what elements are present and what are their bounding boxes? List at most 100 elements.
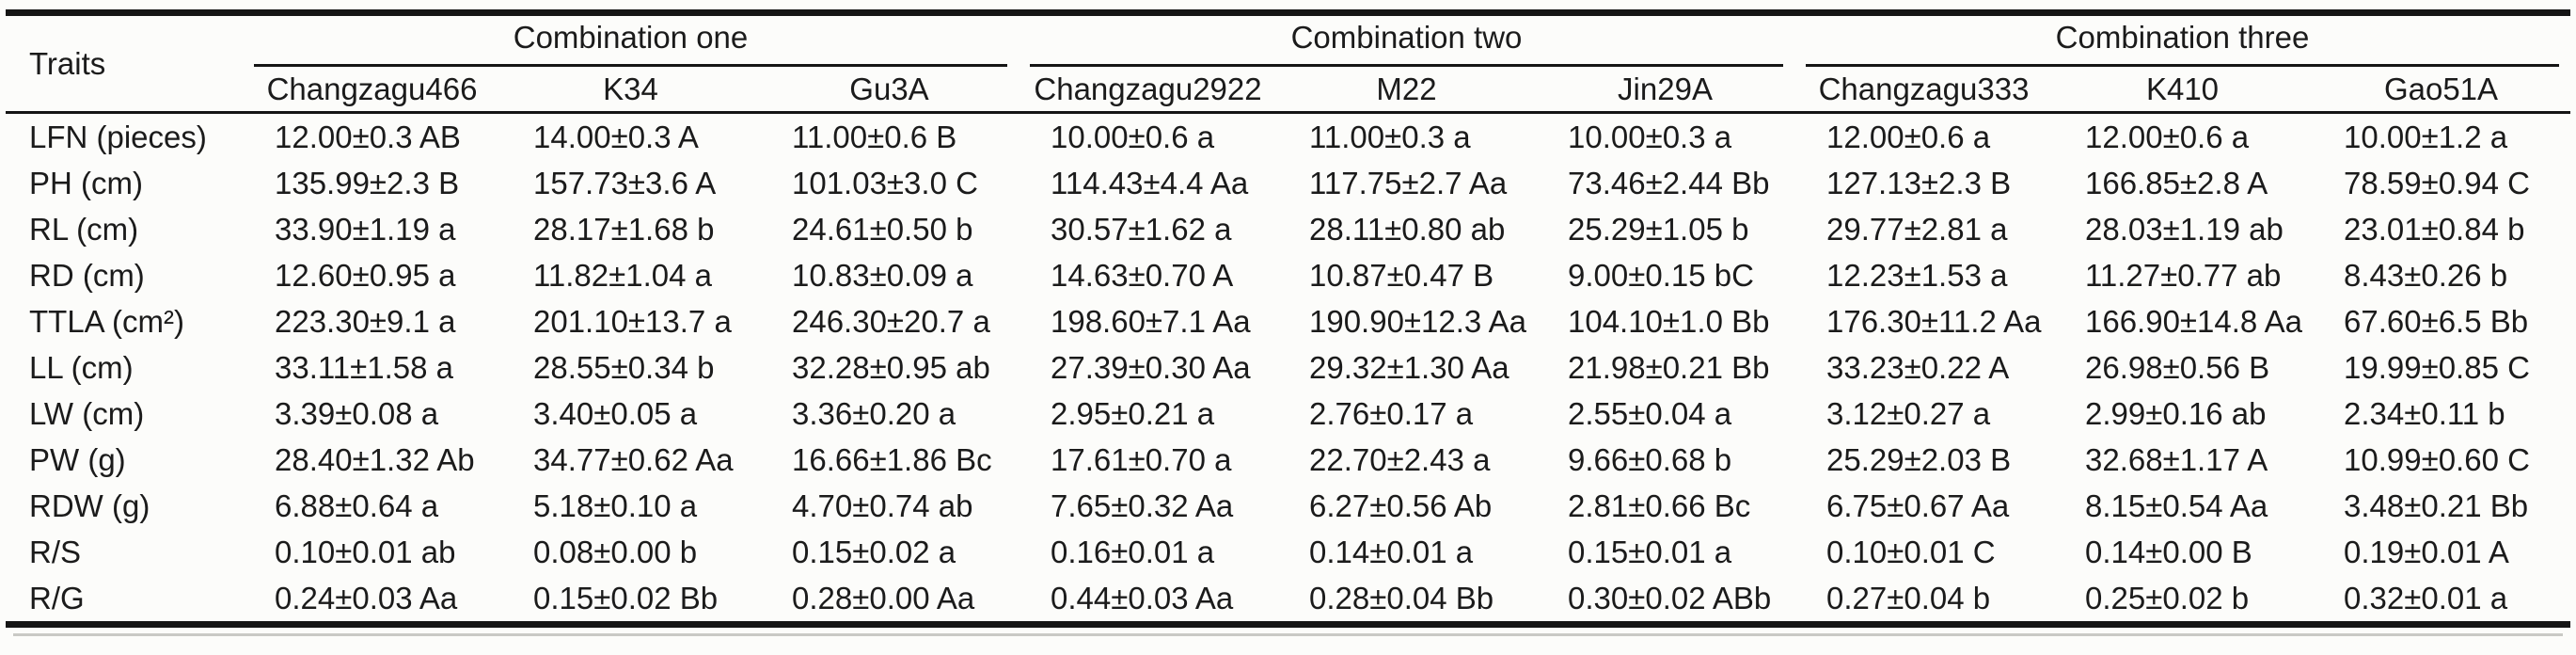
value-cell: 25.29±2.03 B	[1826, 441, 2012, 477]
value-cell: 0.14±0.01 a	[1309, 534, 1474, 569]
value-cell: 28.11±0.80 ab	[1309, 211, 1506, 247]
column-header-changzagu2922: Changzagu2922	[1019, 67, 1277, 114]
value-cell: 33.90±1.19 a	[275, 211, 456, 247]
value-cell: 0.08±0.00 b	[533, 534, 698, 569]
trait-label: RL (cm)	[29, 211, 139, 247]
trait-label: LFN (pieces)	[29, 119, 207, 154]
value-cell: 10.99±0.60 C	[2344, 441, 2530, 477]
value-cell: 8.15±0.54 Aa	[2085, 487, 2268, 523]
table-row: LFN (pieces) 12.00±0.3 AB 14.00±0.3 A 11.00…	[6, 114, 2570, 160]
group-header-row: Traits Combination one Combination two C…	[6, 16, 2570, 114]
value-cell: 2.99±0.16 ab	[2085, 395, 2267, 431]
value-cell: 101.03±3.0 C	[792, 165, 978, 200]
value-cell: 2.76±0.17 a	[1309, 395, 1474, 431]
value-cell: 2.34±0.11 b	[2344, 395, 2505, 431]
value-cell: 14.00±0.3 A	[533, 119, 699, 154]
column-header-changzagu466: Changzagu466	[243, 67, 501, 114]
value-cell: 117.75±2.7 Aa	[1309, 165, 1508, 200]
trait-label: LL (cm)	[29, 349, 134, 385]
value-cell: 0.28±0.04 Bb	[1277, 575, 1536, 628]
group-label: Combination two	[1030, 16, 1783, 67]
value-cell: 32.28±0.95 ab	[792, 349, 990, 385]
value-cell: 3.12±0.27 a	[1826, 395, 1991, 431]
value-cell: 33.23±0.22 A	[1826, 349, 2010, 385]
value-cell: 190.90±12.3 Aa	[1309, 303, 1526, 339]
table-row: RL (cm) 33.90±1.19 a 28.17±1.68 b 24.61±0.5…	[6, 206, 2570, 252]
value-cell: 2.81±0.66 Bc	[1568, 487, 1751, 523]
column-header-gu3a: Gu3A	[760, 67, 1019, 114]
value-cell: 25.29±1.05 b	[1568, 211, 1749, 247]
value-cell: 0.19±0.01 A	[2344, 534, 2509, 569]
value-cell: 3.40±0.05 a	[533, 395, 698, 431]
value-cell: 28.17±1.68 b	[533, 211, 715, 247]
value-cell: 176.30±11.2 Aa	[1826, 303, 2042, 339]
traits-column-header: Traits	[6, 16, 243, 114]
value-cell: 9.66±0.68 b	[1568, 441, 1732, 477]
value-cell: 21.98±0.21 Bb	[1568, 349, 1770, 385]
value-cell: 7.65±0.32 Aa	[1051, 487, 1234, 523]
column-header-k34: K34	[501, 67, 760, 114]
value-cell: 10.00±0.6 a	[1051, 119, 1215, 154]
column-header-changzagu333: Changzagu333	[1794, 67, 2053, 114]
value-cell: 24.61±0.50 b	[792, 211, 973, 247]
value-cell: 157.73±3.6 A	[533, 165, 717, 200]
table-row: LW (cm) 3.39±0.08 a 3.40±0.05 a 3.36±0.20 a…	[6, 391, 2570, 437]
value-cell: 11.27±0.77 ab	[2085, 257, 2282, 293]
value-cell: 33.11±1.58 a	[275, 349, 453, 385]
value-cell: 0.24±0.03 Aa	[243, 575, 501, 628]
value-cell: 22.70±2.43 a	[1309, 441, 1491, 477]
value-cell: 14.63±0.70 A	[1051, 257, 1234, 293]
column-header-jin29a: Jin29A	[1536, 67, 1794, 114]
value-cell: 0.25±0.02 b	[2053, 575, 2312, 628]
value-cell: 9.00±0.15 bC	[1568, 257, 1754, 293]
value-cell: 0.27±0.04 b	[1794, 575, 2053, 628]
value-cell: 10.00±0.3 a	[1568, 119, 1732, 154]
value-cell: 29.77±2.81 a	[1826, 211, 2008, 247]
value-cell: 10.87±0.47 B	[1309, 257, 1494, 293]
value-cell: 0.14±0.00 B	[2085, 534, 2252, 569]
trait-label: R/G	[6, 575, 243, 628]
trait-label: RD (cm)	[29, 257, 145, 293]
table-row: TTLA (cm²) 223.30±9.1 a 201.10±13.7 a 246.3…	[6, 298, 2570, 344]
table-row: PH (cm) 135.99±2.3 B 157.73±3.6 A 101.03±3.…	[6, 160, 2570, 206]
value-cell: 0.44±0.03 Aa	[1019, 575, 1277, 628]
group-label: Combination one	[254, 16, 1007, 67]
value-cell: 19.99±0.85 C	[2344, 349, 2530, 385]
value-cell: 12.23±1.53 a	[1826, 257, 2008, 293]
value-cell: 166.85±2.8 A	[2085, 165, 2268, 200]
value-cell: 0.10±0.01 C	[1826, 534, 1996, 569]
value-cell: 6.27±0.56 Ab	[1309, 487, 1493, 523]
value-cell: 78.59±0.94 C	[2344, 165, 2530, 200]
value-cell: 201.10±13.7 a	[533, 303, 732, 339]
value-cell: 11.00±0.3 a	[1309, 119, 1471, 154]
group-label: Combination three	[1806, 16, 2559, 67]
value-cell: 12.60±0.95 a	[275, 257, 456, 293]
value-cell: 29.32±1.30 Aa	[1309, 349, 1509, 385]
value-cell: 12.00±0.6 a	[2085, 119, 2250, 154]
trait-label: R/S	[29, 534, 82, 569]
value-cell: 30.57±1.62 a	[1051, 211, 1232, 247]
value-cell: 0.30±0.02 ABb	[1536, 575, 1794, 628]
value-cell: 26.98±0.56 B	[2085, 349, 2270, 385]
value-cell: 12.00±0.6 a	[1826, 119, 1991, 154]
value-cell: 10.83±0.09 a	[792, 257, 973, 293]
value-cell: 28.55±0.34 b	[533, 349, 715, 385]
value-cell: 67.60±6.5 Bb	[2344, 303, 2529, 339]
group-header-combination-one: Combination one	[243, 16, 1019, 67]
value-cell: 223.30±9.1 a	[275, 303, 456, 339]
value-cell: 198.60±7.1 Aa	[1051, 303, 1251, 339]
value-cell: 0.28±0.00 Aa	[760, 575, 1019, 628]
value-cell: 0.10±0.01 ab	[275, 534, 456, 569]
value-cell: 127.13±2.3 B	[1826, 165, 2012, 200]
value-cell: 34.77±0.62 Aa	[533, 441, 734, 477]
table-body: LFN (pieces) 12.00±0.3 AB 14.00±0.3 A 11.00…	[6, 114, 2570, 628]
bottom-shadow-rule	[13, 633, 2563, 636]
trait-label: TTLA (cm²)	[29, 303, 184, 339]
value-cell: 12.00±0.3 AB	[275, 119, 461, 154]
group-header-combination-two: Combination two	[1019, 16, 1794, 67]
value-cell: 73.46±2.44 Bb	[1568, 165, 1770, 200]
value-cell: 0.15±0.02 Bb	[501, 575, 760, 628]
value-cell: 3.48±0.21 Bb	[2344, 487, 2529, 523]
value-cell: 32.68±1.17 A	[2085, 441, 2268, 477]
table-header: Traits Combination one Combination two C…	[6, 16, 2570, 114]
